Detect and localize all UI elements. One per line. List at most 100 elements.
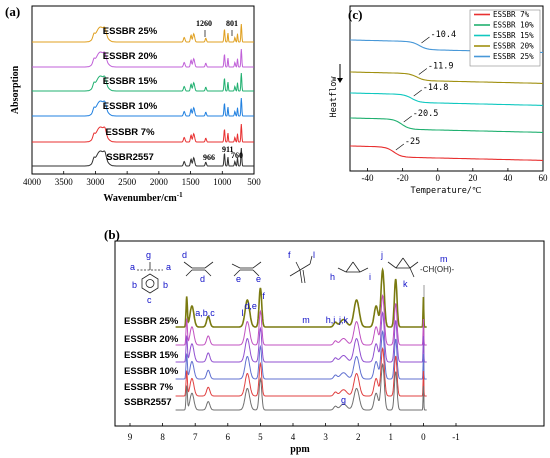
nmr-peak-label-2: d,e xyxy=(244,301,257,311)
dsc-xlabel: Temperature/℃ xyxy=(411,186,482,196)
ftir-series-label-0: ESSBR 25% xyxy=(103,26,158,37)
dsc-tg-labels: -25 -20.5 -14.8 -11.9 -10.4 xyxy=(395,30,456,151)
struct-label-e1: e xyxy=(236,274,241,284)
nmr-xtick-label: 8 xyxy=(160,432,165,442)
dsc-tg-arrow-2 xyxy=(413,89,422,97)
panel-b-letter: (b) xyxy=(104,227,120,242)
ftir-annotation-911: 911 xyxy=(222,145,234,154)
dsc-xtick-label: -40 xyxy=(362,173,374,183)
struct-label-j: j xyxy=(380,250,383,260)
dsc-line-2 xyxy=(350,92,543,106)
ftir-line-3 xyxy=(32,97,254,117)
dsc-line-1 xyxy=(350,117,543,133)
dsc-tg-label-4: -10.4 xyxy=(430,30,456,40)
ftir-xlabel: Wavenumber/cm-1 xyxy=(103,191,183,204)
styrene-structure xyxy=(137,262,163,294)
dsc-xtick-label: 60 xyxy=(539,173,549,183)
nmr-x-ticks: 9 8 7 6 5 4 3 2 1 0 -1 xyxy=(128,423,460,442)
nmr-xtick-label: 4 xyxy=(291,432,296,442)
struct-label-b2: b xyxy=(163,280,168,290)
trans-structure xyxy=(231,261,262,277)
nmr-peak-label-6: j,k xyxy=(338,315,349,325)
epoxy-structure-1 xyxy=(337,261,369,273)
nmr-series-label-1: ESSBR 20% xyxy=(124,334,179,345)
dsc-plot-frame xyxy=(349,5,544,172)
chemical-structures xyxy=(137,255,419,294)
dsc-xtick-label: -20 xyxy=(397,173,409,183)
nmr-xlabel: ppm xyxy=(290,444,310,455)
dsc-tg-arrow-0 xyxy=(395,143,405,151)
ftir-line-2 xyxy=(32,72,254,92)
epoxy-structure-2 xyxy=(387,257,419,278)
nmr-peak-label-7: g xyxy=(341,395,346,405)
nmr-series-label-2: ESSBR 15% xyxy=(124,350,179,361)
struct-label-i: i xyxy=(369,272,371,282)
cis-structure xyxy=(183,261,214,277)
struct-label-g: g xyxy=(146,250,151,260)
nmr-series-label-4: ESSBR 7% xyxy=(124,382,174,393)
ftir-xtick-label: 4000 xyxy=(23,177,42,187)
nmr-xtick-label: 1 xyxy=(389,432,394,442)
ftir-line-4 xyxy=(32,123,254,143)
ftir-line-5 xyxy=(32,147,254,167)
nmr-line-4 xyxy=(175,346,427,397)
struct-label-a1: a xyxy=(130,262,135,272)
nmr-xtick-label: 3 xyxy=(323,432,328,442)
ftir-xtick-label: 3500 xyxy=(55,177,74,187)
dsc-tg-label-3: -11.9 xyxy=(428,62,454,72)
struct-label-k: k xyxy=(403,279,408,289)
struct-label-b1: b xyxy=(132,280,137,290)
nmr-xtick-label: 6 xyxy=(226,432,231,442)
panel-a-letter: (a) xyxy=(5,4,20,19)
dsc-chart: Heatflow Temperature/℃ -40 -20 0 20 40 60 -25… xyxy=(329,5,548,196)
ftir-series-label-3: ESSBR 10% xyxy=(103,101,158,112)
ftir-line-0 xyxy=(32,23,254,43)
dsc-legend-label-0: ESSBR 7% xyxy=(493,10,530,19)
ftir-series-label-1: ESSBR 20% xyxy=(103,51,158,62)
nmr-xtick-label: 0 xyxy=(421,432,426,442)
nmr-peak-label-5: h,i xyxy=(326,315,336,325)
dsc-ylabel: Heatflow xyxy=(329,76,339,118)
nmr-series-label-3: ESSBR 10% xyxy=(124,366,179,377)
ftir-annotation-801: 801 xyxy=(226,19,238,28)
dsc-line-3 xyxy=(350,71,543,84)
ftir-series-label-2: ESSBR 15% xyxy=(103,76,158,87)
dsc-y-arrow-head xyxy=(337,78,343,83)
struct-label-a2: a xyxy=(166,262,171,272)
ftir-series xyxy=(32,23,254,167)
nmr-series-label-0: ESSBR 25% xyxy=(124,316,179,327)
vinyl-structure xyxy=(289,255,313,284)
dsc-legend-label-3: ESSBR 20% xyxy=(493,42,534,51)
struct-label-c: c xyxy=(147,295,152,305)
ftir-xtick-label: 2000 xyxy=(150,177,169,187)
nmr-peak-label-4: m xyxy=(302,315,310,325)
nmr-plot-frame xyxy=(114,240,545,427)
nmr-xtick-label: 9 xyxy=(128,432,133,442)
dsc-tg-label-2: -14.8 xyxy=(423,83,449,93)
nmr-xtick-label: 7 xyxy=(193,432,198,442)
dsc-legend-label-4: ESSBR 25% xyxy=(493,52,534,61)
nmr-line-0 xyxy=(175,267,427,328)
ftir-plot-frame xyxy=(31,5,255,175)
nmr-xtick-label: 5 xyxy=(258,432,263,442)
struct-label-h: h xyxy=(330,272,335,282)
nmr-line-3 xyxy=(175,329,427,380)
dsc-line-0 xyxy=(350,145,543,161)
struct-label-d1: d xyxy=(182,250,187,260)
ftir-ylabel: Absorption xyxy=(10,65,21,114)
nmr-chart: 9 8 7 6 5 4 3 2 1 0 -1 ppm ESSBR 25% ESSBR 20% ESSBR… xyxy=(114,240,545,455)
nmr-peak-label-1: l xyxy=(241,308,243,318)
struct-label-f: f xyxy=(288,250,291,260)
dsc-tg-arrow-3 xyxy=(418,68,428,75)
dsc-x-ticks: -40 -20 0 20 40 60 xyxy=(362,168,548,183)
nmr-xtick-label: 2 xyxy=(356,432,361,442)
dsc-tg-label-1: -20.5 xyxy=(413,109,439,119)
ftir-xtick-label: 500 xyxy=(247,177,261,187)
dsc-legend: ESSBR 7% ESSBR 10%ESSBR 15% ESSBR 20%ESSBR… xyxy=(469,9,541,67)
struct-label-choh: -CH(OH)- xyxy=(420,265,455,274)
ftir-series-label-5: SSBR2557 xyxy=(106,152,154,163)
nmr-peak-labels: a,b,c ld,e f m h,i j,k g xyxy=(195,291,348,405)
nmr-peak-label-0: a,b,c xyxy=(195,308,215,318)
nmr-line-2 xyxy=(175,310,427,363)
nmr-xtick-label: -1 xyxy=(452,432,460,442)
